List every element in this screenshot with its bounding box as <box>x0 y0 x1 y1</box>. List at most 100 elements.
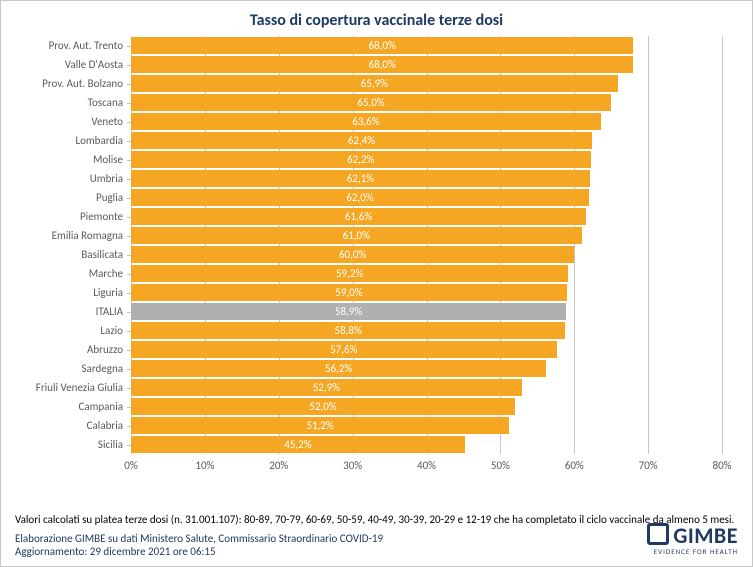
footer: Valori calcolati su platea terze dosi (n… <box>15 513 738 558</box>
bar-value-label: 62,2% <box>347 153 374 166</box>
bar-value-label: 59,0% <box>335 286 362 299</box>
bar-value-label: 68,0% <box>369 58 396 71</box>
bar: 62,4% <box>131 132 592 149</box>
table-row: Prov. Aut. Bolzano 65,9% <box>11 74 722 93</box>
chart-container: 0% 10% 20% 30% 40% 50% 60% 70% 80% Prov. Aut. Tr… <box>11 36 732 474</box>
bar-track: 62,2% <box>131 151 722 168</box>
bar-value-label: 58,8% <box>335 324 362 337</box>
table-row: Prov. Aut. Trento 68,0% <box>11 36 722 55</box>
bar: 65,9% <box>131 75 618 92</box>
row-label: ITALIA <box>11 302 127 321</box>
table-row: Friuli Venezia Giulia 52,9% <box>11 378 722 397</box>
x-tick-label: 80% <box>712 459 731 472</box>
table-row: Lombardia 62,4% <box>11 131 722 150</box>
table-row: Umbria62,1% <box>11 169 722 188</box>
x-tick-label: 40% <box>417 459 436 472</box>
table-row: Basilicata 60,0% <box>11 245 722 264</box>
bar-value-label: 61,0% <box>343 229 370 242</box>
bar: 57,6% <box>131 341 557 358</box>
bar-track: 61,6% <box>131 208 722 225</box>
row-label: Piemonte <box>11 207 127 226</box>
bar-value-label: 65,9% <box>361 77 388 90</box>
bar: 58,9% <box>131 303 566 320</box>
chart-title: Tasso di copertura vaccinale terze dosi <box>1 1 752 36</box>
bar: 59,2% <box>131 265 568 282</box>
row-label: Sardegna <box>11 359 127 378</box>
bar-track: 62,1% <box>131 170 722 187</box>
bar-track: 57,6% <box>131 341 722 358</box>
row-label: Sicilia <box>11 435 127 454</box>
bar-track: 65,0% <box>131 94 722 111</box>
x-tick-label: 50% <box>491 459 510 472</box>
table-row: Calabria51,2% <box>11 416 722 435</box>
footnote: Valori calcolati su platea terze dosi (n… <box>15 513 738 526</box>
row-label: Abruzzo <box>11 340 127 359</box>
bar-track: 62,4% <box>131 132 722 149</box>
bar: 58,8% <box>131 322 565 339</box>
bar-value-label: 62,4% <box>348 134 375 147</box>
bar: 62,0% <box>131 189 589 206</box>
bar-track: 62,0% <box>131 189 722 206</box>
bar-value-label: 61,6% <box>345 210 372 223</box>
row-label: Puglia <box>11 188 127 207</box>
bar-track: 45,2% <box>131 436 722 453</box>
bar-value-label: 59,2% <box>336 267 363 280</box>
bar-track: 52,0% <box>131 398 722 415</box>
row-label: Veneto <box>11 112 127 131</box>
bar: 63,6% <box>131 113 601 130</box>
bar: 52,9% <box>131 379 522 396</box>
bar: 68,0% <box>131 56 633 73</box>
x-tick-label: 10% <box>195 459 214 472</box>
bar-value-label: 52,0% <box>309 400 336 413</box>
bar-value-label: 51,2% <box>306 419 333 432</box>
table-row: Abruzzo 57,6% <box>11 340 722 359</box>
bar: 52,0% <box>131 398 515 415</box>
x-tick-label: 60% <box>565 459 584 472</box>
table-row: Marche59,2% <box>11 264 722 283</box>
bar: 45,2% <box>131 436 465 453</box>
table-row: Puglia 62,0% <box>11 188 722 207</box>
chart-rows: Prov. Aut. Trento68,0%Valle D'Aosta68,0%… <box>11 36 722 454</box>
row-label: Friuli Venezia Giulia <box>11 378 127 397</box>
bar-value-label: 52,9% <box>313 381 340 394</box>
bar-value-label: 60,0% <box>339 248 366 261</box>
table-row: Lazio58,8% <box>11 321 722 340</box>
bar-track: 59,2% <box>131 265 722 282</box>
bar-track: 68,0% <box>131 56 722 73</box>
bar-track: 58,9% <box>131 303 722 320</box>
x-tick-label: 70% <box>639 459 658 472</box>
bar: 61,0% <box>131 227 582 244</box>
table-row: Emilia Romagna61,0% <box>11 226 722 245</box>
row-label: Prov. Aut. Bolzano <box>11 74 127 93</box>
row-label: Prov. Aut. Trento <box>11 36 127 55</box>
x-tick-label: 30% <box>343 459 362 472</box>
bar-track: 59,0% <box>131 284 722 301</box>
bar-track: 56,2% <box>131 360 722 377</box>
bar: 56,2% <box>131 360 546 377</box>
bar: 61,6% <box>131 208 586 225</box>
bar-track: 61,0% <box>131 227 722 244</box>
row-label: Basilicata <box>11 245 127 264</box>
update-line: Aggiornamento: 29 dicembre 2021 ore 06:1… <box>15 545 738 558</box>
x-tick-label: 0% <box>124 459 137 472</box>
table-row: Toscana65,0% <box>11 93 722 112</box>
x-tick-label: 20% <box>269 459 288 472</box>
bar-track: 60,0% <box>131 246 722 263</box>
logo-text: GIMBE <box>647 523 738 547</box>
bar-track: 63,6% <box>131 113 722 130</box>
bar: 60,0% <box>131 246 574 263</box>
row-label: Lombardia <box>11 131 127 150</box>
bar-value-label: 68,0% <box>369 39 396 52</box>
bar-value-label: 63,6% <box>352 115 379 128</box>
bar-value-label: 62,0% <box>346 191 373 204</box>
bar: 68,0% <box>131 37 633 54</box>
bar-track: 68,0% <box>131 37 722 54</box>
row-label: Campania <box>11 397 127 416</box>
bar-value-label: 65,0% <box>357 96 384 109</box>
gridline <box>722 36 723 454</box>
bar-value-label: 57,6% <box>330 343 357 356</box>
table-row: Molise62,2% <box>11 150 722 169</box>
row-label: Umbria <box>11 169 127 188</box>
bar: 65,0% <box>131 94 611 111</box>
table-row: Campania 52,0% <box>11 397 722 416</box>
